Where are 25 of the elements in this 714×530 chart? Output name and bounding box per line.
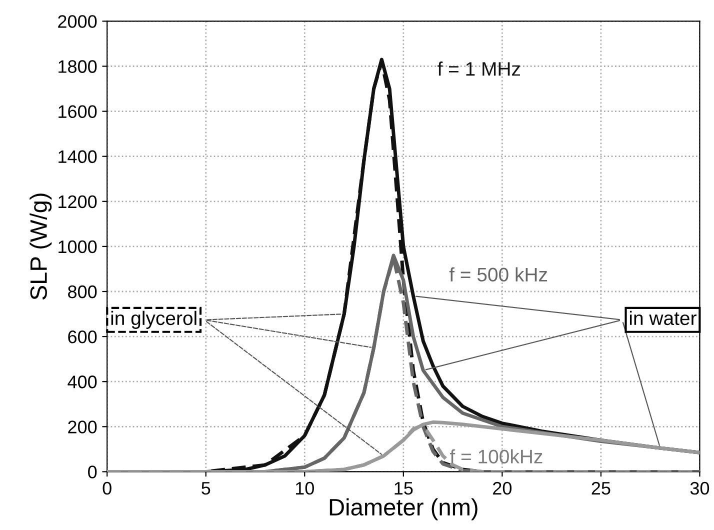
y-tick-label: 200 bbox=[68, 420, 97, 434]
y-tick-label: 400 bbox=[68, 376, 97, 388]
y-tick-label: 1000 bbox=[58, 240, 97, 254]
annotation: in water bbox=[630, 310, 696, 326]
x-tick-label: 5 bbox=[202, 482, 210, 495]
y-tick-label: 600 bbox=[68, 330, 97, 344]
annotation: in glycerol bbox=[111, 310, 196, 329]
x-tick-label: 10 bbox=[296, 482, 314, 495]
annotation: f = 100kHz bbox=[450, 449, 542, 464]
y-tick-label: 1200 bbox=[58, 195, 97, 208]
annotation: f = 1 MHz bbox=[438, 62, 520, 76]
x-tick-label: 30 bbox=[690, 482, 710, 495]
y-tick-label: 800 bbox=[68, 285, 97, 298]
y-tick-label: 1600 bbox=[58, 105, 97, 118]
y-tick-label: 2000 bbox=[58, 15, 97, 28]
x-tick-label: 15 bbox=[394, 482, 413, 495]
y-tick-label: 1800 bbox=[58, 60, 97, 73]
annotation: f = 500 kHz bbox=[449, 267, 548, 282]
x-tick-label: 25 bbox=[592, 482, 610, 495]
y-axis-title: SLP (W/g) bbox=[30, 194, 52, 300]
y-tick-label: 1400 bbox=[58, 150, 97, 164]
x-tick-label: 20 bbox=[493, 482, 512, 495]
y-tick-label: 0 bbox=[88, 466, 97, 478]
x-tick-label: 0 bbox=[102, 482, 112, 495]
x-axis-title: Diameter (nm) bbox=[330, 498, 478, 520]
